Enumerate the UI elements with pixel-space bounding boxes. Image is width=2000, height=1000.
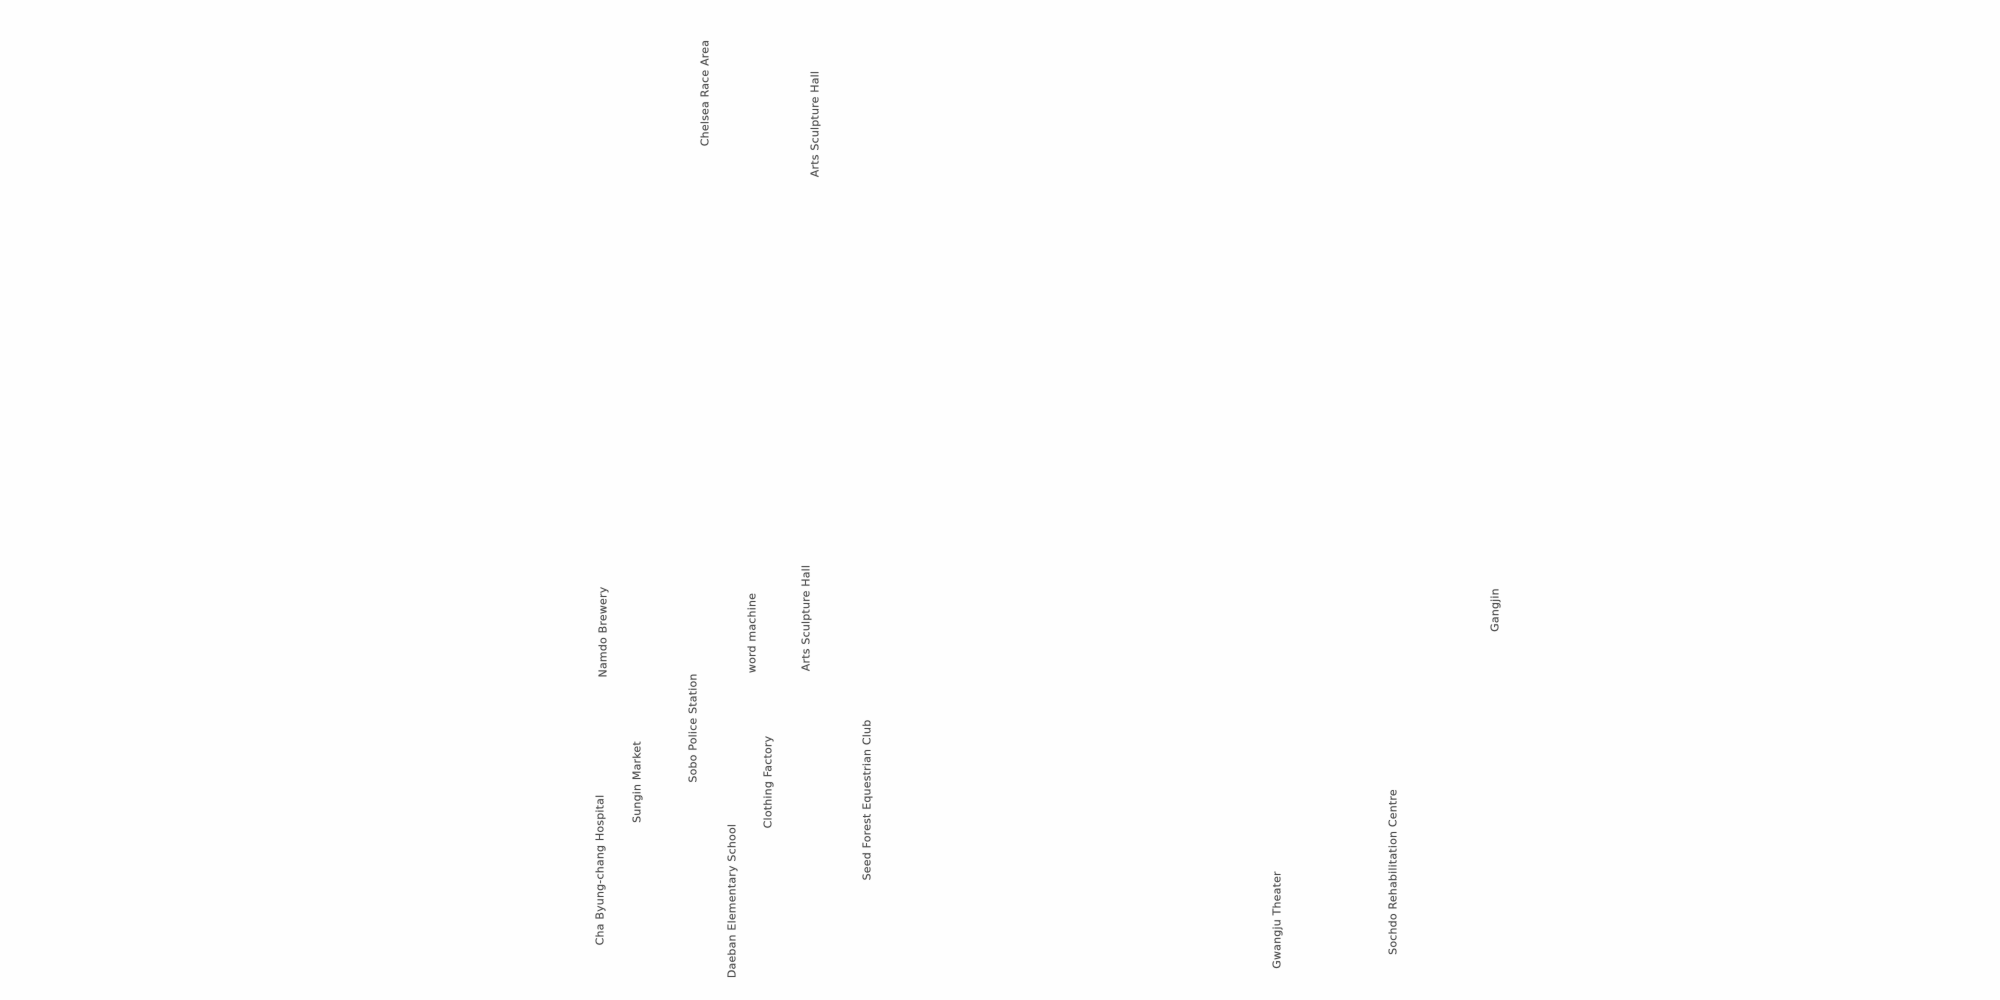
- map-label: Seed Forest Equestrian Club: [860, 719, 874, 881]
- map-label: Sungin Market: [630, 741, 644, 823]
- map-label: Daeban Elementary School: [725, 823, 739, 979]
- map-label: Namdo Brewery: [596, 586, 610, 678]
- map-label: Arts Sculpture Hall: [808, 70, 822, 178]
- map-label: Chelsea Race Area: [698, 39, 712, 147]
- map-label: word machine: [745, 592, 759, 674]
- map-label: Clothing Factory: [761, 735, 775, 829]
- map-label: Arts Sculpture Hall: [799, 564, 813, 672]
- map-label: Cha Byung-chang Hospital: [593, 794, 607, 946]
- map-label: Sobo Police Station: [686, 673, 700, 783]
- map-label: Sochdo Rehabilitation Centre: [1386, 789, 1400, 955]
- map-label: Gwangju Theater: [1270, 871, 1284, 969]
- map-label: Gangjin: [1488, 588, 1502, 632]
